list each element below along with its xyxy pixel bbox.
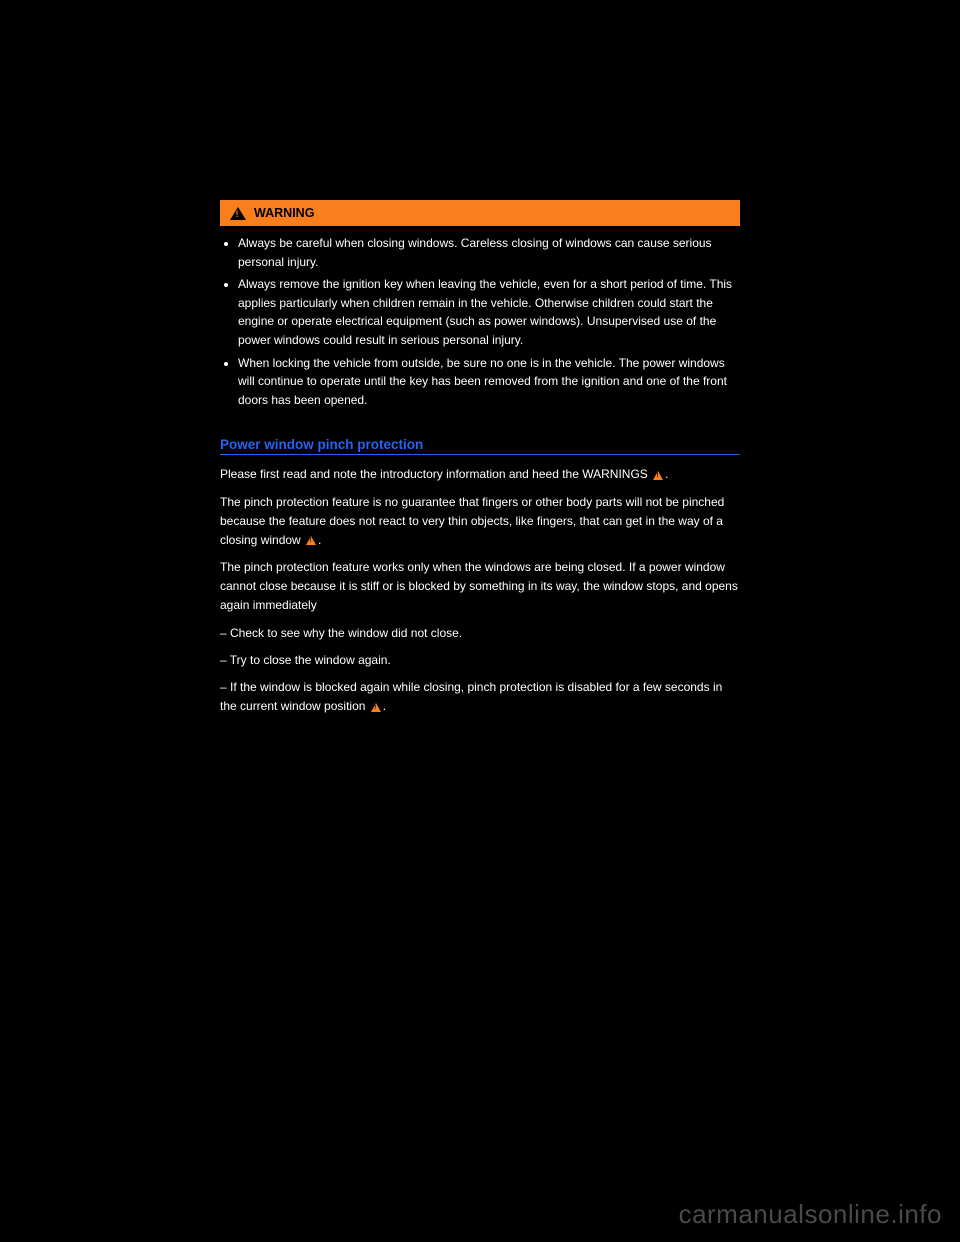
warning-inline-icon	[306, 536, 316, 545]
text-run: .	[383, 699, 386, 713]
paragraph: The pinch protection feature is no guara…	[220, 493, 740, 551]
text-run: Please first read and note the introduct…	[220, 467, 651, 481]
warning-bullet: When locking the vehicle from outside, b…	[238, 354, 736, 410]
text-run: .	[318, 533, 321, 547]
warning-bullet: Always remove the ignition key when leav…	[238, 275, 736, 349]
paragraph: – Try to close the window again.	[220, 651, 740, 670]
warning-bullet: Always be careful when closing windows. …	[238, 234, 736, 271]
document-page: WARNING Always be careful when closing w…	[0, 0, 960, 716]
warning-triangle-icon	[230, 207, 246, 220]
paragraph: Please first read and note the introduct…	[220, 465, 740, 484]
warning-inline-icon	[653, 471, 663, 480]
watermark: carmanualsonline.info	[679, 1199, 942, 1230]
section-body: Please first read and note the introduct…	[220, 465, 740, 716]
text-run: .	[665, 467, 668, 481]
text-run: – If the window is blocked again while c…	[220, 680, 722, 713]
section-title: Power window pinch protection	[220, 437, 740, 455]
warning-banner: WARNING	[220, 200, 740, 226]
paragraph: – If the window is blocked again while c…	[220, 678, 740, 716]
paragraph: The pinch protection feature works only …	[220, 558, 740, 616]
warning-body: Always be careful when closing windows. …	[220, 226, 740, 409]
warning-inline-icon	[371, 703, 381, 712]
paragraph: – Check to see why the window did not cl…	[220, 624, 740, 643]
warning-list: Always be careful when closing windows. …	[224, 234, 736, 409]
text-run: The pinch protection feature is no guara…	[220, 495, 724, 547]
warning-label: WARNING	[254, 206, 314, 220]
